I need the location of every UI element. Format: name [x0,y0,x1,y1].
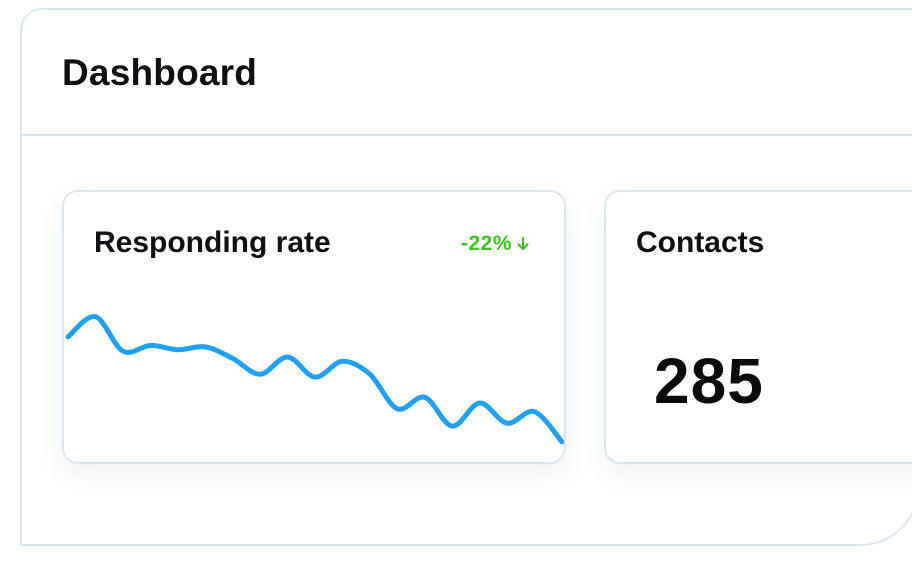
responding-rate-sparkline [65,314,564,445]
responding-rate-card[interactable]: Responding rate -22% [62,190,566,464]
contacts-count: 285 [654,345,764,417]
panel-header: Dashboard [22,10,912,136]
contacts-card[interactable]: Contacts 285 [604,190,912,464]
trend-indicator: -22% [461,232,530,256]
card-title-contacts: Contacts [636,226,765,259]
page-title: Dashboard [62,52,258,93]
arrow-down-icon [516,236,530,252]
card-title-responding-rate: Responding rate [94,226,331,259]
trend-value: -22% [460,232,512,255]
sparkline-series [65,314,564,445]
dashboard-panel: Dashboard Responding rate -22% Contacts … [20,8,912,546]
